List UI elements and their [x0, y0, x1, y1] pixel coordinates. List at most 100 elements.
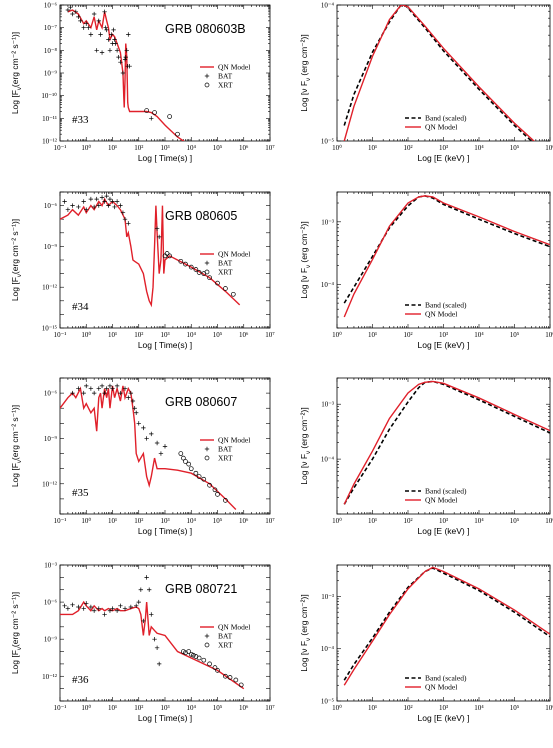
x-tick-label: 10³: [160, 704, 169, 712]
legend-label: QN Model: [425, 683, 457, 692]
series-xrt: [144, 108, 193, 141]
series-band-scaled-: [343, 567, 550, 681]
bat-point: [96, 18, 101, 24]
series-qn-model: [343, 5, 535, 141]
chart-panel-1: 10⁻¹ 10⁰ 10¹ 10² 10³ 10⁴ 10⁵ 10⁶ 10⁷ 10⁻¹² 10⁻¹¹ 10…: [10, 2, 275, 164]
legend: Band (scaled)QN Model: [405, 674, 467, 692]
legend-label: XRT: [218, 81, 233, 90]
bat-point: [126, 395, 131, 400]
bat-point: [146, 587, 152, 592]
bat-point: [104, 386, 109, 391]
x-tick-label: 10²: [403, 144, 412, 152]
xrt-point: [183, 459, 188, 464]
bat-point: [102, 612, 107, 617]
bat-point: [91, 608, 97, 613]
xrt-point: [227, 675, 233, 680]
panel-number: #35: [72, 487, 89, 499]
bat-point: [86, 25, 91, 30]
bat-point: [149, 612, 154, 617]
plot-area: [60, 575, 245, 690]
xrt-point: [193, 470, 199, 476]
bat-point: [99, 195, 105, 200]
bat-point: [128, 604, 134, 610]
x-axis-label: Log [ Time(s) ]: [138, 713, 192, 723]
y-axis-label-rest: (erg cm⁻² s⁻¹)]: [10, 219, 20, 274]
bat-point: [96, 203, 101, 208]
bat-point: [103, 25, 108, 30]
chart-panel-6: 10⁰ 10¹ 10² 10³ 10⁴ 10⁵ 10⁶ 10⁻⁴ 10⁻³ Log [E (keV…: [299, 377, 553, 536]
bat-point: [154, 226, 160, 231]
xrt-point: [183, 261, 188, 267]
y-tick-label: 10⁻¹²: [42, 673, 57, 681]
x-tick-label: 10²: [134, 517, 143, 525]
xrt-point: [178, 451, 184, 456]
x-axis-label: Log [E (keV) ]: [418, 340, 470, 350]
bat-point: [99, 383, 105, 389]
bat-point: [112, 204, 117, 210]
y-tick-label: 10⁻¹⁵: [42, 325, 58, 333]
x-tick-label: 10⁶: [545, 331, 553, 339]
y-axis-label-sub: ν: [17, 460, 23, 463]
bat-point: [158, 451, 164, 456]
series-xrt: [180, 649, 244, 688]
xrt-point: [212, 487, 218, 493]
plot-area: [343, 566, 550, 686]
chart-panel-5: 10⁻¹ 10⁰ 10¹ 10² 10³ 10⁴ 10⁵ 10⁶ 10⁷ 10⁻¹² 10⁻⁹ 10⁻…: [10, 377, 275, 536]
xrt-point: [188, 466, 194, 472]
xrt-point: [188, 264, 194, 270]
y-axis-label: Log [ν Fν (erg cm⁻²)]: [299, 34, 312, 111]
y-tick-label: 10⁻¹²: [42, 284, 57, 292]
y-tick-label: 10⁻⁴: [321, 456, 335, 464]
bat-point: [126, 221, 131, 226]
x-tick-label: 10³: [439, 704, 448, 712]
y-axis-label-sub: ν: [306, 78, 312, 81]
bat-point: [122, 386, 128, 391]
plot-area: [60, 383, 237, 510]
legend-label: Band (scaled): [425, 114, 467, 123]
legend-label: BAT: [218, 72, 233, 81]
y-axis-label-sub: ν: [17, 647, 23, 650]
bat-point: [138, 587, 144, 592]
x-tick-label: 10²: [134, 144, 143, 152]
bat-point: [134, 410, 139, 415]
panel-number: #36: [72, 674, 89, 686]
panel-number: #34: [72, 301, 89, 313]
y-tick-label: 10⁻³: [44, 562, 57, 570]
chart-panel-7: 10⁻¹ 10⁰ 10¹ 10² 10³ 10⁴ 10⁵ 10⁶ 10⁷ 10⁻¹² 10⁻⁹ 10⁻…: [10, 562, 275, 724]
y-tick-label: 10⁻⁹: [44, 435, 58, 443]
x-tick-label: 10⁰: [81, 331, 91, 339]
band-curve: [343, 380, 550, 505]
y-tick-label: 10⁻⁹: [44, 243, 58, 251]
bat-point: [76, 604, 81, 610]
y-axis-label-sub: ν: [306, 451, 312, 454]
legend-label: QN Model: [218, 250, 250, 259]
xrt-point: [233, 677, 239, 683]
x-tick-label: 10¹: [108, 331, 117, 339]
y-tick-label: 10⁻⁵: [321, 138, 335, 146]
legend-label: Band (scaled): [425, 301, 467, 310]
bat-point: [104, 193, 109, 199]
bat-point: [130, 398, 136, 404]
x-tick-label: 10³: [439, 144, 448, 152]
chart-panel-2: 10⁰ 10¹ 10² 10³ 10⁴ 10⁵ 10⁶ 10⁻⁵ 10⁻⁴ Log [E (keV…: [299, 2, 553, 164]
bat-point: [118, 203, 123, 208]
x-tick-label: 10⁰: [332, 704, 342, 712]
x-tick-label: 10⁷: [265, 704, 275, 712]
bat-point: [122, 57, 128, 62]
x-tick-label: 10⁰: [332, 517, 342, 525]
xrt-point: [190, 652, 196, 658]
x-tick-label: 10⁷: [265, 144, 275, 152]
x-tick-label: 10⁴: [187, 517, 197, 525]
xrt-point: [215, 491, 220, 497]
plot-area: [343, 195, 550, 318]
x-tick-label: 10²: [134, 331, 143, 339]
x-axis-label: Log [ Time(s) ]: [138, 340, 192, 350]
series-qn-model: [67, 9, 185, 141]
bat-point: [156, 661, 162, 667]
bat-point: [62, 603, 67, 609]
x-tick-label: 10⁴: [187, 331, 197, 339]
x-tick-label: 10²: [134, 704, 143, 712]
x-axis-label: Log [ Time(s) ]: [138, 153, 192, 163]
